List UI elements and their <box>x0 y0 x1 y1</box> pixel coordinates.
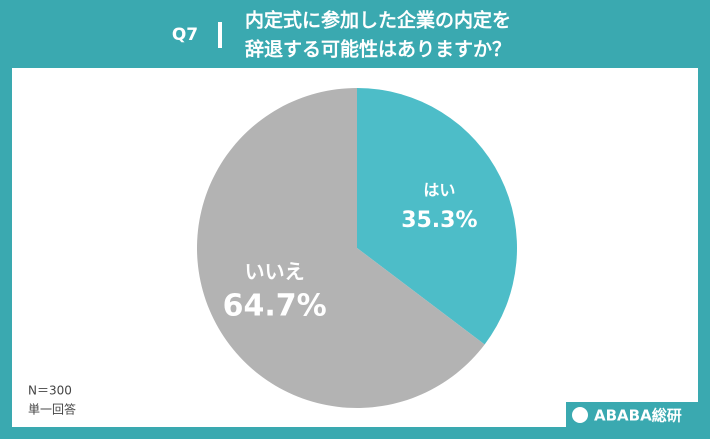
slice-label: はい <box>423 181 455 200</box>
title-line: 辞退する可能性はありますか？ <box>245 38 511 61</box>
divider <box>218 22 222 48</box>
slice-label: いいえ <box>245 259 305 283</box>
value-label: 64.7% <box>223 288 327 323</box>
brand-box <box>566 402 698 429</box>
note: N＝300 <box>28 384 72 398</box>
question: Q7 <box>172 25 198 45</box>
note: 単一回答 <box>28 402 76 417</box>
pie-slice <box>357 87 518 345</box>
title-line: 内定式に参加した企業の内定を <box>245 9 511 32</box>
pie-slice <box>197 88 485 408</box>
value-label: 35.3% <box>401 208 477 233</box>
brand-icon <box>572 407 588 423</box>
brand: ABABA総研 <box>594 407 682 425</box>
